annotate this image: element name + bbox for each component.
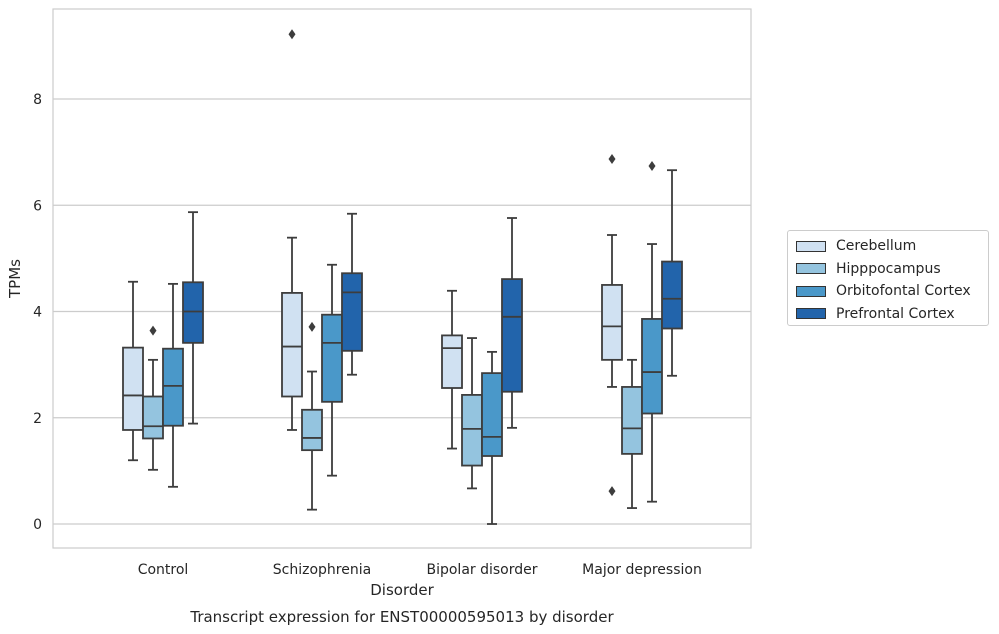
box-iqr	[321, 313, 343, 403]
plot-area-frame	[52, 8, 752, 549]
box-iqr	[461, 394, 483, 467]
outlier-point	[308, 321, 316, 332]
box-series	[122, 29, 683, 525]
y-axis-ticks: 0 2 4 6 8	[33, 92, 42, 533]
box-iqr	[621, 386, 643, 455]
outlier-point	[608, 154, 616, 165]
box-iqr	[341, 272, 363, 352]
x-tick-label: Schizophrenia	[273, 562, 371, 578]
legend-item: Prefrontal Cortex	[796, 303, 980, 326]
box-iqr	[661, 260, 683, 330]
gridlines	[53, 98, 751, 525]
legend-label: Prefrontal Cortex	[836, 305, 955, 322]
x-axis-ticks: Control Schizophrenia Bipolar disorder Majo…	[138, 562, 702, 578]
box-iqr	[601, 284, 623, 361]
outlier-point	[149, 325, 157, 336]
box-hipppocampus-2	[461, 337, 483, 490]
box-cerebellum-0	[122, 280, 144, 462]
x-axis-label: Disorder	[370, 581, 434, 599]
box-orbitofontal-cortex-2	[481, 350, 503, 525]
legend-item: Hipppocampus	[796, 258, 980, 281]
y-tick-label: 0	[33, 517, 42, 533]
box-hipppocampus-0	[142, 325, 164, 471]
legend-swatch	[796, 285, 826, 297]
box-prefrontal-cortex-3	[661, 169, 683, 377]
y-tick-label: 8	[33, 92, 42, 108]
y-tick-label: 6	[33, 198, 42, 214]
outlier-point	[608, 486, 616, 497]
box-prefrontal-cortex-0	[182, 211, 204, 425]
box-iqr	[641, 318, 663, 415]
legend-item: Cerebellum	[796, 235, 980, 258]
legend-item: Orbitofontal Cortex	[796, 280, 980, 303]
legend-swatch	[796, 240, 826, 252]
box-iqr	[481, 372, 503, 457]
box-iqr	[501, 278, 523, 393]
outlier-point	[288, 29, 296, 40]
chart-legend: Cerebellum Hipppocampus Orbitofontal Corte…	[787, 230, 989, 326]
box-cerebellum-1	[281, 29, 303, 431]
box-iqr	[162, 347, 184, 427]
box-orbitofontal-cortex-1	[321, 263, 343, 477]
y-tick-label: 2	[33, 411, 42, 427]
box-prefrontal-cortex-2	[501, 217, 523, 429]
box-cerebellum-2	[441, 289, 463, 450]
box-prefrontal-cortex-1	[341, 212, 363, 376]
legend-swatch	[796, 308, 826, 320]
box-hipppocampus-3	[621, 358, 643, 509]
box-iqr	[441, 334, 463, 389]
y-axis-label: TPMs	[6, 259, 24, 299]
box-iqr	[182, 281, 204, 344]
x-tick-label: Control	[138, 562, 189, 578]
box-iqr	[281, 292, 303, 398]
outlier-point	[648, 160, 656, 171]
legend-swatch	[796, 263, 826, 275]
box-cerebellum-3	[601, 154, 623, 497]
chart-title: Transcript expression for ENST0000059501…	[189, 608, 614, 626]
y-tick-label: 4	[33, 305, 42, 321]
box-orbitofontal-cortex-0	[162, 282, 184, 488]
x-tick-label: Major depression	[582, 562, 702, 578]
legend-label: Orbitofontal Cortex	[836, 283, 971, 300]
box-iqr	[301, 408, 323, 452]
box-hipppocampus-1	[301, 321, 323, 511]
x-tick-label: Bipolar disorder	[426, 562, 537, 578]
legend-label: Cerebellum	[836, 238, 917, 255]
legend-label: Hipppocampus	[836, 260, 941, 277]
box-iqr	[122, 346, 144, 431]
box-iqr	[142, 395, 164, 440]
box-orbitofontal-cortex-3	[641, 160, 663, 503]
